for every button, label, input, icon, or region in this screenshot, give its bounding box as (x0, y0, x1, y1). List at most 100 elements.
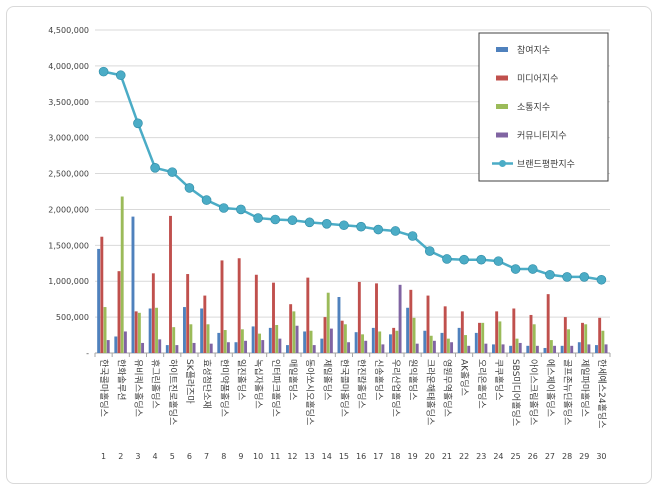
bar (141, 342, 145, 353)
line-point (510, 264, 521, 274)
bar (217, 332, 221, 353)
category-name-label: 유비쿼스홀딩스 (132, 359, 144, 417)
x-tick-label: 13 (304, 452, 314, 461)
bar (329, 328, 333, 353)
bar (186, 274, 190, 353)
bar (464, 335, 467, 353)
legend-label: 소통지수 (517, 102, 550, 113)
category-name-label: 동아쏘시오홀딩스 (304, 359, 316, 425)
bar (323, 317, 327, 353)
category-name-label: 영원무역홀딩스 (441, 359, 453, 417)
bar (409, 289, 413, 353)
bar (117, 271, 121, 353)
bar (114, 336, 118, 353)
bar (587, 344, 591, 353)
bar (481, 322, 485, 353)
line-point (184, 183, 195, 193)
category-name-label: 쿠쿠홀딩스 (493, 359, 505, 400)
legend-item: 미디어지수 (496, 74, 558, 85)
bar (577, 342, 581, 353)
category-name-label: 아이스크림홀딩스 (527, 359, 539, 425)
bar (326, 292, 330, 353)
bar (392, 327, 396, 353)
y-tick-label: 500,000 (56, 313, 89, 322)
bar (354, 332, 358, 353)
bar (412, 317, 416, 353)
bar (423, 330, 427, 353)
bar (200, 308, 204, 353)
legend-item: 소통지수 (496, 102, 550, 113)
line-point (424, 246, 435, 256)
bar (492, 344, 495, 353)
line-point (562, 272, 572, 282)
bar (226, 342, 230, 353)
category-name-label: 에스제이홀딩스 (544, 359, 556, 417)
bar (549, 340, 553, 353)
bar (604, 344, 608, 353)
bar (378, 331, 382, 353)
bar (148, 308, 152, 353)
x-tick-label: 1 (101, 452, 106, 461)
bar (286, 345, 289, 353)
legend-swatch (496, 132, 508, 138)
x-tick-label: 20 (425, 452, 435, 461)
y-axis: - 500,000 1,000,000 1,500,000 2,000,000 2,500… (48, 26, 89, 358)
x-tick-label: 30 (596, 452, 606, 461)
bar (169, 215, 172, 353)
series-2-bars (100, 215, 602, 353)
bar (240, 329, 244, 353)
bar (343, 324, 347, 353)
y-tick-label: 1,500,000 (48, 241, 89, 250)
bar (535, 345, 539, 353)
bar (295, 325, 299, 353)
bar (395, 330, 399, 353)
bar (175, 345, 179, 353)
bar (546, 294, 550, 353)
category-name-label: 매일홀딩스 (287, 359, 299, 400)
category-name-label: 제일파마홀딩스 (579, 359, 591, 417)
legend-label: 브랜드평판지수 (517, 159, 575, 170)
bar (134, 311, 138, 353)
legend-swatch (496, 75, 508, 81)
bar (389, 334, 392, 353)
bar (337, 297, 341, 353)
line-point (407, 231, 418, 241)
bar (509, 345, 513, 353)
bar (340, 320, 344, 353)
bar (206, 324, 210, 353)
line-point (527, 264, 538, 274)
bar (261, 340, 265, 353)
x-tick-label: 22 (459, 452, 469, 461)
bar (172, 327, 176, 353)
bar (375, 283, 378, 353)
line-point (253, 213, 263, 223)
bar (429, 335, 433, 353)
legend-label: 참여지수 (517, 44, 550, 56)
y-tick-label: 1,000,000 (48, 277, 89, 286)
line-point (167, 167, 178, 177)
category-name-label: 효성첨단소재 (201, 359, 212, 409)
category-name-label: 일진홀딩스 (235, 359, 247, 400)
bar (278, 338, 282, 353)
x-tick-label: 11 (270, 452, 280, 461)
bar (581, 322, 584, 353)
bar (446, 338, 450, 353)
legend-label: 커뮤니티지수 (517, 131, 567, 142)
line-point (476, 254, 487, 265)
bar (103, 307, 107, 353)
bar (223, 330, 227, 353)
line-point (236, 204, 246, 215)
line-point (356, 221, 366, 232)
bar (183, 307, 186, 353)
bar (553, 345, 557, 353)
x-axis: 한국콜마홀딩스 1 한화솔루션 2 유비쿼스홀딩스 3 휴그린홀딩스 4 하이트진로홀딩스 5 SK… (94, 353, 611, 461)
line-point (150, 163, 160, 173)
x-tick-label: 18 (390, 452, 400, 461)
y-tick-label: 2,500,000 (48, 170, 89, 179)
y-tick-label: 4,000,000 (48, 62, 89, 71)
line-point (270, 214, 281, 225)
bar (474, 332, 478, 353)
x-tick-label: 4 (153, 452, 158, 461)
category-name-label: 오리온홀딩스 (476, 359, 488, 409)
